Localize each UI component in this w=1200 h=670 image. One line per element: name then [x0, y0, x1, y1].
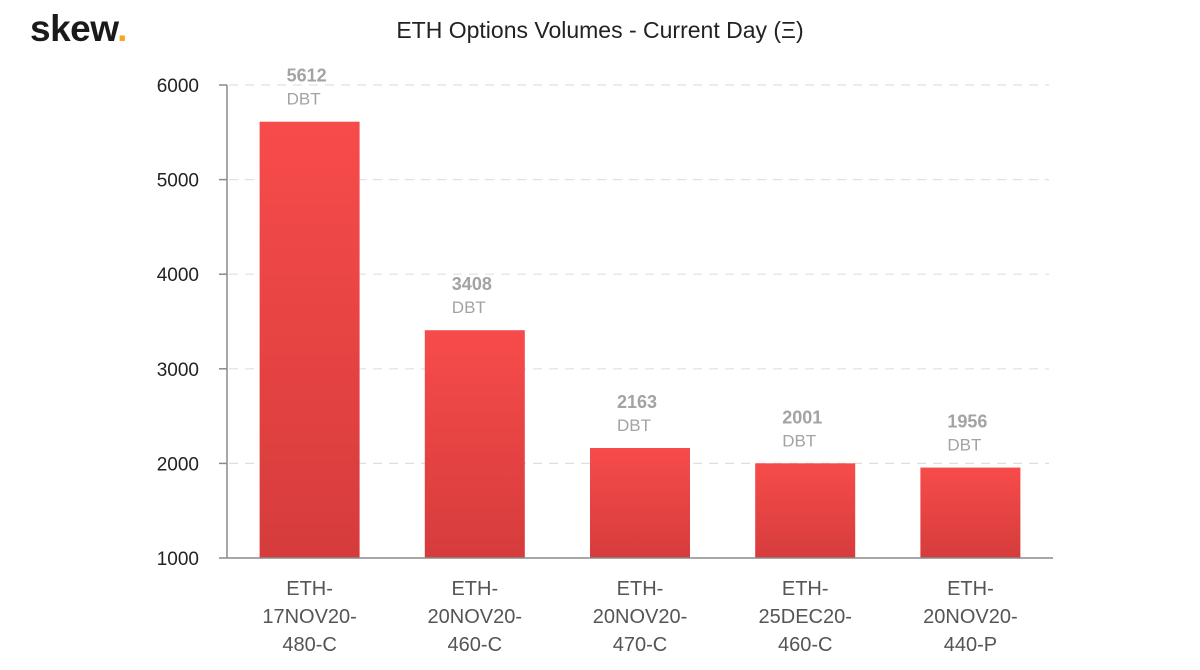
exchange-label: DBT [287, 90, 321, 109]
x-tick-label: ETH- [782, 578, 829, 600]
gridlines [229, 84, 1049, 464]
x-tick-label: 20NOV20- [923, 606, 1018, 628]
x-tick-label: ETH- [451, 578, 498, 600]
x-tick-label: ETH- [947, 578, 994, 600]
x-tick-label: 440-P [944, 634, 997, 656]
bar[interactable] [259, 121, 360, 558]
x-tick-label: ETH- [286, 578, 333, 600]
data-label: 3408 [452, 274, 492, 294]
skew-logo: skew. [30, 8, 127, 50]
bar[interactable] [920, 467, 1021, 558]
x-tick-label: 25DEC20- [759, 606, 852, 628]
logo-dot: . [117, 8, 127, 49]
bar[interactable] [590, 447, 690, 558]
bars [259, 121, 1021, 558]
logo-text: skew [30, 8, 118, 49]
data-label: 2163 [617, 392, 657, 412]
data-label: 5612 [287, 66, 327, 86]
exchange-label: DBT [617, 416, 651, 435]
labels: 5612 DBT ETH- 17NOV20- 480-C 3408 DBT ETH- 20NOV… [262, 66, 1017, 656]
bar[interactable] [755, 463, 856, 558]
y-tick-label: 3000 [157, 360, 199, 381]
x-tick-label: ETH- [617, 578, 664, 600]
x-tick-label: 460-C [778, 634, 832, 656]
x-tick-label: 20NOV20- [593, 606, 688, 628]
y-tick-label: 4000 [157, 265, 199, 286]
x-tick-label: 470-C [613, 634, 667, 656]
data-label: 1956 [947, 412, 987, 432]
x-tick-label: 20NOV20- [428, 606, 523, 628]
exchange-label: DBT [782, 431, 816, 450]
exchange-label: DBT [947, 436, 981, 455]
y-tick-label: 5000 [157, 171, 199, 192]
exchange-label: DBT [452, 298, 486, 317]
y-tick-label: 1000 [157, 549, 199, 570]
y-tick-label: 6000 [157, 76, 199, 97]
bar[interactable] [424, 330, 525, 558]
x-tick-label: 17NOV20- [262, 606, 357, 628]
axes: 6000 5000 4000 3000 2000 1000 [157, 76, 1053, 570]
x-tick-label: 480-C [282, 634, 336, 656]
chart-title: ETH Options Volumes - Current Day (Ξ) [396, 17, 804, 43]
data-label: 2001 [782, 407, 822, 427]
y-tick-label: 2000 [157, 454, 199, 475]
x-tick-label: 460-C [448, 634, 502, 656]
